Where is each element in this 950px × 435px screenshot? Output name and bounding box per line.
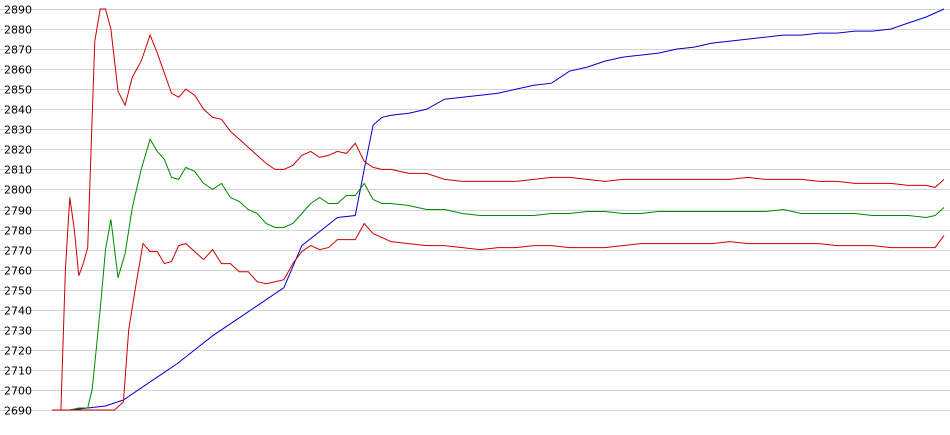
y-tick-label: 2840 — [4, 104, 32, 117]
y-tick-label: 2820 — [4, 144, 32, 157]
y-tick-label: 2810 — [4, 164, 32, 177]
gridlines — [0, 9, 950, 411]
y-tick-label: 2750 — [4, 285, 32, 298]
y-tick-label: 2880 — [4, 24, 32, 37]
y-tick-label: 2690 — [4, 405, 32, 418]
series-lines — [52, 8, 945, 411]
y-tick-label: 2850 — [4, 84, 32, 97]
y-tick-label: 2720 — [4, 345, 32, 358]
series-line-3 — [52, 138, 945, 411]
y-tick-label: 2790 — [4, 205, 32, 218]
y-tick-label: 2710 — [4, 365, 32, 378]
y-tick-label: 2800 — [4, 184, 32, 197]
series-line-2 — [52, 8, 945, 411]
y-tick-label: 2700 — [4, 385, 32, 398]
series-line-1 — [52, 8, 945, 411]
y-tick-label: 2860 — [4, 64, 32, 77]
y-tick-label: 2740 — [4, 305, 32, 318]
y-tick-label: 2830 — [4, 124, 32, 137]
y-tick-label: 2760 — [4, 265, 32, 278]
y-tick-label: 2780 — [4, 225, 32, 238]
y-axis-tick-labels: 2690 2700 2710 2720 2730 2740 2750 2760 2770 2780… — [4, 4, 32, 418]
y-tick-label: 2890 — [4, 4, 32, 17]
y-tick-label: 2730 — [4, 325, 32, 338]
y-tick-label: 2870 — [4, 44, 32, 57]
series-line-4 — [52, 222, 945, 411]
y-tick-label: 2770 — [4, 245, 32, 258]
